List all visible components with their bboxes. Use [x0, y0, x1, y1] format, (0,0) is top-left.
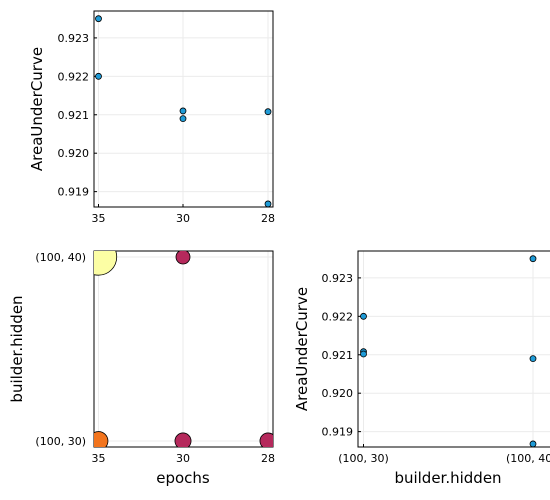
y-tick-label: 0.922 — [58, 70, 90, 83]
data-point — [259, 432, 273, 447]
data-point — [360, 350, 367, 358]
x-tick-label: 30 — [176, 212, 190, 225]
data-point — [95, 72, 102, 80]
data-point — [360, 312, 367, 320]
y-tick-label: (100, 40) — [35, 251, 86, 264]
data-point — [264, 108, 272, 116]
y-tick-label: 0.922 — [322, 310, 354, 323]
data-point — [174, 432, 192, 447]
y-tick-label: 0.921 — [58, 109, 90, 122]
panel-builder-hidden-vs-epochs: 35 30 28 (100, 30) (100, 40) builder.hidden ep… — [8, 250, 275, 487]
y-tick-label: 0.920 — [322, 387, 354, 400]
x-tick-label: (100, 30) — [338, 452, 389, 465]
y-tick-label: 0.919 — [322, 426, 354, 439]
bubble-layer — [94, 251, 273, 447]
x-tick-label: 35 — [92, 212, 106, 225]
panel-auc-vs-epochs: 35 30 28 0.919 0.920 0.921 0.922 0.923 AreaUnder… — [28, 10, 275, 225]
y-tick-label: 0.923 — [322, 272, 354, 285]
data-point — [95, 15, 102, 23]
data-point — [179, 115, 187, 123]
y-axis-label: builder.hidden — [8, 295, 26, 402]
data-point — [94, 431, 109, 447]
x-tick-label: 28 — [261, 212, 275, 225]
y-axis-label: AreaUnderCurve — [28, 47, 46, 171]
data-point — [175, 251, 191, 265]
x-tick-label: 28 — [261, 452, 275, 465]
data-point — [264, 200, 272, 208]
data-point — [529, 355, 537, 363]
panel-auc-vs-builder-hidden: (100, 30) (100, 40) 0.919 0.920 0.921 0.922 0.… — [293, 250, 550, 487]
x-axis-label: builder.hidden — [394, 469, 501, 487]
x-tick-label: 35 — [92, 452, 106, 465]
y-tick-label: 0.923 — [58, 32, 90, 45]
x-axis-label: epochs — [156, 469, 210, 487]
x-tick-label: 30 — [176, 452, 190, 465]
data-point — [529, 440, 537, 448]
y-axis-label: AreaUnderCurve — [293, 287, 311, 411]
data-point — [179, 107, 187, 115]
y-tick-label: (100, 30) — [35, 435, 86, 448]
y-tick-label: 0.919 — [58, 186, 90, 199]
data-point — [529, 255, 537, 263]
plot-frame — [357, 250, 550, 448]
x-tick-label: (100, 40) — [506, 452, 550, 465]
y-tick-label: 0.921 — [322, 349, 354, 362]
data-point — [94, 251, 118, 276]
y-tick-label: 0.920 — [58, 147, 90, 160]
